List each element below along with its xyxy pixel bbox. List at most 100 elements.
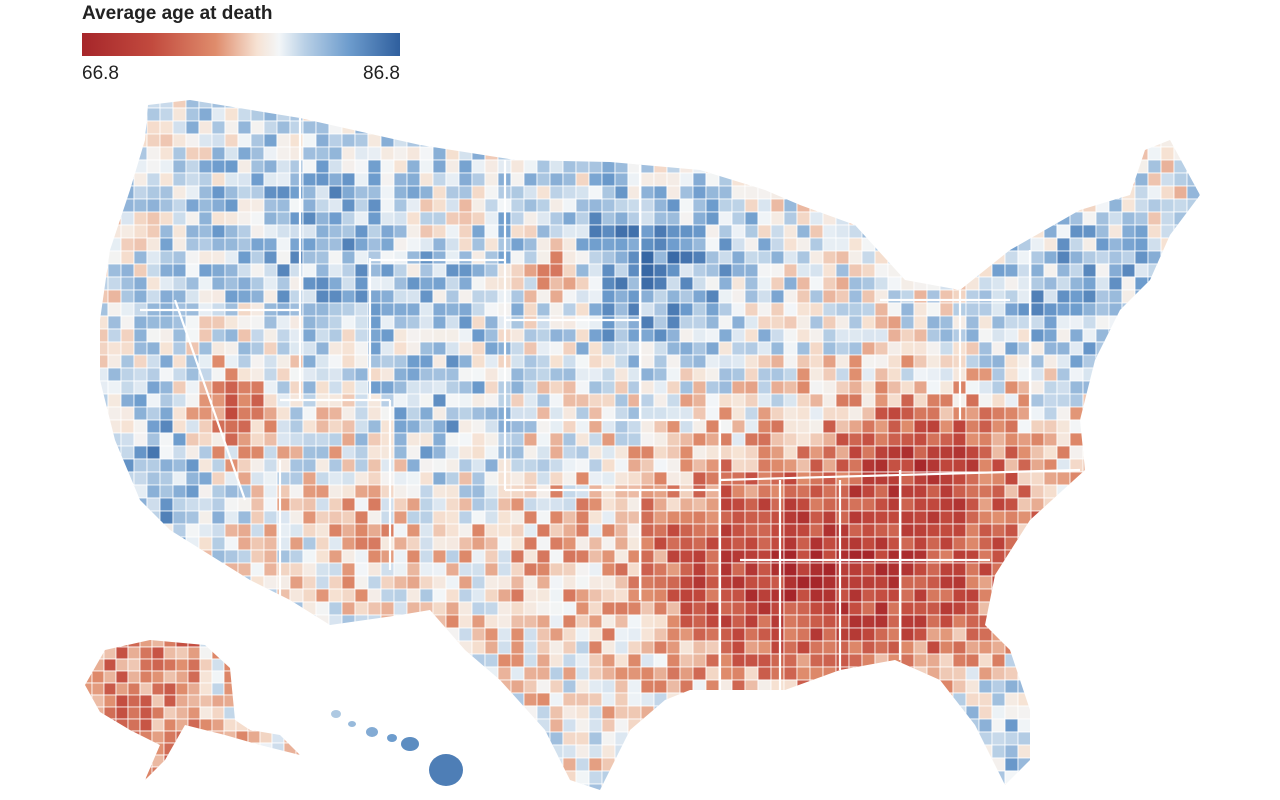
- county-cell: [601, 549, 616, 564]
- county-cell: [861, 536, 876, 551]
- county-cell: [341, 276, 356, 291]
- county-cell: [835, 666, 850, 681]
- county-cell: [237, 367, 252, 382]
- county-cell: [952, 653, 967, 668]
- county-cell: [341, 315, 356, 330]
- county-cell: [328, 367, 343, 382]
- county-cell: [133, 601, 148, 616]
- county-cell: [100, 100, 109, 109]
- county-cell: [445, 614, 460, 629]
- county-cell: [1160, 536, 1175, 551]
- county-cell: [1134, 562, 1149, 577]
- county-cell: [1056, 783, 1071, 790]
- county-cell: [484, 588, 499, 603]
- county-cell: [1043, 315, 1058, 330]
- county-cell: [1017, 770, 1032, 785]
- county-cell: [172, 536, 187, 551]
- county-cell: [328, 341, 343, 356]
- county-cell: [705, 224, 720, 239]
- county-cell: [1069, 185, 1084, 200]
- county-cell: [1095, 172, 1110, 187]
- county-cell: [315, 497, 330, 512]
- county-cell: [588, 237, 603, 252]
- county-cell: [250, 237, 265, 252]
- county-cell: [484, 627, 499, 642]
- county-cell: [419, 419, 434, 434]
- county-cell: [1134, 744, 1149, 759]
- county-cell: [1160, 380, 1175, 395]
- county-cell: [653, 718, 668, 733]
- county-cell: [588, 276, 603, 291]
- county-cell: [731, 614, 746, 629]
- county-cell: [978, 536, 993, 551]
- county-cell: [354, 471, 369, 486]
- county-cell: [575, 679, 590, 694]
- county-cell: [744, 276, 759, 291]
- county-cell: [783, 432, 798, 447]
- county-cell: [250, 211, 265, 226]
- county-cell: [549, 744, 564, 759]
- county-cell: [874, 120, 889, 135]
- county-cell: [1004, 601, 1019, 616]
- county-cell: [276, 224, 291, 239]
- county-cell: [247, 754, 261, 768]
- county-cell: [151, 682, 165, 696]
- county-cell: [926, 692, 941, 707]
- county-cell: [1121, 393, 1136, 408]
- county-cell: [549, 146, 564, 161]
- county-cell: [874, 627, 889, 642]
- county-cell: [471, 510, 486, 525]
- county-cell: [1173, 484, 1188, 499]
- county-cell: [588, 627, 603, 642]
- county-cell: [835, 562, 850, 577]
- county-cell: [640, 107, 655, 122]
- county-cell: [978, 172, 993, 187]
- county-cell: [913, 419, 928, 434]
- county-cell: [822, 276, 837, 291]
- county-cell: [302, 380, 317, 395]
- county-cell: [91, 766, 105, 780]
- county-cell: [354, 432, 369, 447]
- county-cell: [133, 100, 148, 109]
- county-cell: [1199, 692, 1200, 707]
- county-cell: [601, 120, 616, 135]
- county-cell: [536, 718, 551, 733]
- county-cell: [835, 718, 850, 733]
- county-cell: [458, 510, 473, 525]
- county-cell: [692, 601, 707, 616]
- county-cell: [666, 263, 681, 278]
- county-cell: [601, 250, 616, 265]
- county-cell: [237, 100, 252, 109]
- county-cell: [510, 159, 525, 174]
- county-cell: [223, 640, 237, 648]
- county-cell: [1186, 107, 1200, 122]
- county-cell: [133, 263, 148, 278]
- county-cell: [458, 328, 473, 343]
- county-cell: [744, 562, 759, 577]
- county-cell: [1043, 107, 1058, 122]
- county-cell: [900, 484, 915, 499]
- county-cell: [835, 679, 850, 694]
- county-cell: [835, 328, 850, 343]
- county-cell: [783, 692, 798, 707]
- county-cell: [809, 237, 824, 252]
- county-cell: [406, 263, 421, 278]
- county-cell: [1108, 107, 1123, 122]
- county-cell: [692, 224, 707, 239]
- county-cell: [1017, 549, 1032, 564]
- county-cell: [1147, 120, 1162, 135]
- county-cell: [848, 328, 863, 343]
- county-cell: [809, 432, 824, 447]
- county-cell: [1134, 263, 1149, 278]
- county-cell: [549, 601, 564, 616]
- county-cell: [484, 718, 499, 733]
- county-cell: [1147, 718, 1162, 733]
- county-cell: [1108, 393, 1123, 408]
- county-cell: [497, 601, 512, 616]
- county-cell: [523, 562, 538, 577]
- county-cell: [1056, 341, 1071, 356]
- county-cell: [354, 172, 369, 187]
- county-cell: [640, 705, 655, 720]
- county-cell: [562, 705, 577, 720]
- county-cell: [952, 614, 967, 629]
